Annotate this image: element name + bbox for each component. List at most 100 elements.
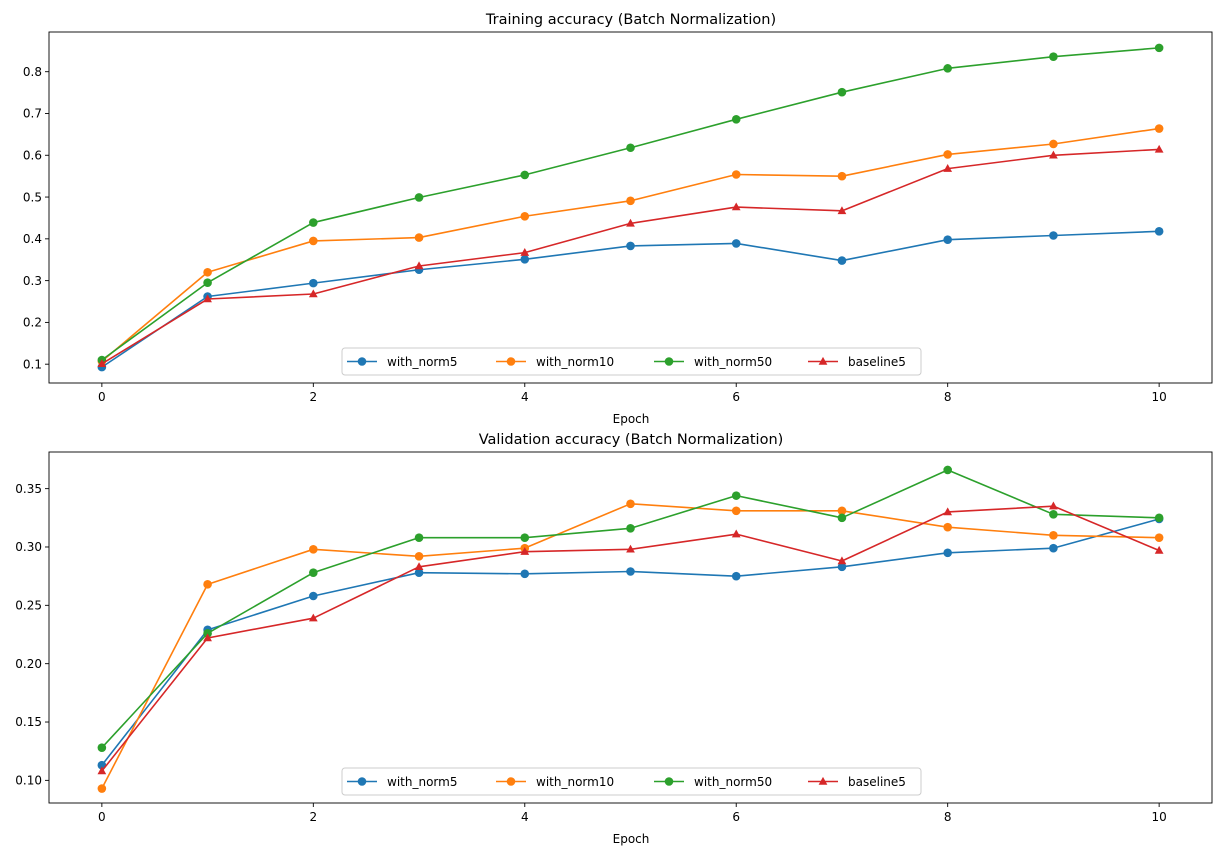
data-point-with-norm5 (626, 567, 635, 576)
x-tick-label: 2 (309, 810, 317, 824)
data-point-baseline5 (626, 218, 635, 227)
x-tick-label: 10 (1151, 810, 1166, 824)
legend-entry-with-norm5: with_norm5 (347, 775, 457, 789)
data-point-baseline5 (731, 529, 741, 538)
series-with-norm5 (97, 227, 1164, 372)
data-point-baseline5 (943, 507, 953, 516)
data-point-with-norm50 (309, 568, 318, 577)
data-point-with-norm50 (520, 533, 530, 542)
data-point-with-norm10 (1154, 124, 1164, 133)
data-point-with-norm5 (1049, 543, 1058, 553)
data-point-with-norm10 (203, 267, 212, 277)
data-point-baseline5 (308, 613, 318, 622)
data-point-with-norm50 (309, 218, 318, 227)
data-point-with-norm50 (1049, 510, 1058, 519)
data-point-with-norm10 (1049, 139, 1058, 149)
plot-frame (48, 31, 1213, 384)
data-point-with-norm10 (626, 196, 635, 206)
x-axis-label: Epoch (613, 412, 650, 426)
data-point-with-norm50 (1154, 43, 1164, 53)
data-point-baseline5 (520, 248, 530, 256)
data-point-baseline5 (414, 562, 424, 571)
legend-entry-with-norm5: with_norm5 (347, 355, 457, 369)
data-point-baseline5 (203, 294, 212, 303)
series-with-norm10 (97, 499, 1164, 793)
x-tick-label: 4 (521, 810, 529, 824)
x-tick-label: 4 (521, 390, 529, 404)
legend-frame (341, 347, 922, 376)
data-point-with-norm50 (731, 115, 741, 124)
x-tick-label: 6 (732, 390, 740, 404)
y-tick-label: 0.20 (15, 657, 42, 671)
series-with-norm50 (97, 43, 1164, 365)
chart-title: Validation accuracy (Batch Normalization… (479, 432, 784, 448)
legend-marker (357, 777, 367, 786)
legend: with_norm5 with_norm10 with_norm50 baseline… (341, 767, 922, 796)
series-with-norm50 (97, 465, 1164, 752)
legend-marker (664, 777, 674, 786)
x-tick-label: 10 (1151, 390, 1166, 404)
legend-entry-with-norm10: with_norm10 (496, 775, 614, 789)
data-point-with-norm50 (414, 193, 424, 202)
data-point-with-norm50 (1154, 513, 1164, 523)
data-point-with-norm5 (520, 569, 530, 579)
x-tick-label: 8 (944, 810, 952, 824)
legend-marker (818, 776, 828, 785)
data-point-with-norm10 (1049, 531, 1058, 540)
data-point-with-norm5 (943, 235, 952, 244)
series-baseline5 (97, 144, 1164, 367)
data-point-baseline5 (731, 202, 741, 211)
data-point-with-norm10 (837, 171, 847, 181)
data-point-baseline5 (1154, 545, 1164, 554)
data-point-baseline5 (837, 556, 847, 565)
legend-label: with_norm5 (387, 775, 457, 789)
data-point-baseline5 (97, 359, 107, 367)
data-point-with-norm50 (626, 143, 635, 153)
y-tick-label: 0.4 (23, 232, 42, 246)
data-point-with-norm10 (943, 150, 952, 159)
legend-entry-with-norm50: with_norm50 (654, 775, 772, 789)
data-point-with-norm50 (943, 64, 952, 73)
data-point-with-norm10 (520, 211, 530, 221)
data-point-with-norm10 (943, 522, 952, 532)
legend-frame (341, 767, 922, 796)
y-tick-label: 0.35 (15, 482, 42, 496)
data-point-with-norm50 (626, 524, 635, 533)
x-tick-label: 0 (98, 810, 106, 824)
legend-label: baseline5 (848, 355, 906, 369)
x-tick-label: 6 (732, 810, 740, 824)
legend-entry-baseline5: baseline5 (808, 775, 906, 789)
data-point-with-norm50 (203, 629, 212, 638)
data-point-with-norm50 (97, 743, 107, 752)
legend: with_norm5 with_norm10 with_norm50 baseline… (341, 347, 922, 376)
y-tick-label: 0.15 (15, 715, 42, 729)
legend-marker (818, 356, 828, 365)
data-point-with-norm50 (520, 170, 530, 180)
legend-entry-with-norm50: with_norm50 (654, 355, 772, 369)
data-point-with-norm50 (203, 278, 212, 288)
data-point-with-norm5 (943, 548, 952, 558)
data-point-with-norm10 (203, 580, 212, 589)
y-tick-label: 0.2 (23, 316, 42, 330)
training-accuracy-chart: Training accuracy (Batch Normalization) … (23, 12, 1213, 426)
data-point-with-norm5 (731, 571, 741, 581)
plot-marks (97, 43, 1164, 372)
data-point-with-norm50 (1049, 52, 1058, 61)
y-tick-label: 0.3 (23, 274, 42, 288)
legend-marker (664, 357, 674, 366)
y-tick-label: 0.6 (23, 148, 42, 162)
y-tick-label: 0.5 (23, 190, 42, 204)
data-point-with-norm10 (414, 552, 424, 561)
data-point-baseline5 (520, 547, 530, 555)
plot-marks (97, 465, 1164, 793)
data-point-with-norm5 (1049, 231, 1058, 240)
data-point-baseline5 (1049, 150, 1058, 159)
x-tick-label: 0 (98, 390, 106, 404)
data-point-with-norm5 (309, 278, 318, 288)
data-point-with-norm5 (309, 591, 318, 601)
chart-title: Training accuracy (Batch Normalization) (485, 12, 776, 28)
data-point-with-norm50 (414, 533, 424, 542)
data-point-with-norm50 (837, 513, 847, 523)
